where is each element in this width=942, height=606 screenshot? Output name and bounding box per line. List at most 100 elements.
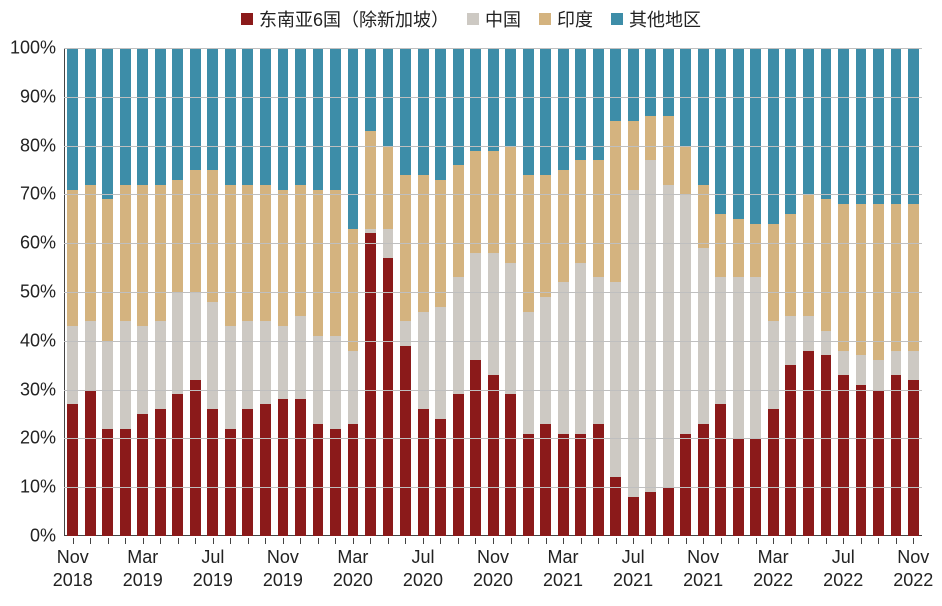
x-minor-tick [686,538,687,544]
segment-other [645,48,656,116]
segment-other [295,48,306,185]
legend-swatch-china [467,13,479,25]
segment-sea6 [470,360,481,536]
x-minor-tick [353,538,354,544]
segment-china [575,263,586,434]
x-minor-tick [458,538,459,544]
segment-india [540,175,551,297]
legend-label-sea6: 东南亚6国（除新加坡） [259,6,449,32]
segment-other [750,48,761,224]
segment-china [453,277,464,394]
segment-china [856,355,867,384]
y-tick-label: 60% [6,233,56,254]
gridline [64,97,922,98]
x-minor-tick [546,538,547,544]
legend-item-china: 中国 [467,6,521,32]
segment-sea6 [698,424,709,536]
segment-india [488,151,499,253]
x-minor-tick [773,538,774,544]
segment-india [67,190,78,327]
segment-sea6 [418,409,429,536]
x-minor-tick [913,538,914,544]
segment-sea6 [785,365,796,536]
segment-other [768,48,779,224]
legend-swatch-india [539,13,551,25]
segment-sea6 [67,404,78,536]
x-minor-tick [300,538,301,544]
segment-sea6 [435,419,446,536]
segment-india [821,199,832,331]
segment-other [418,48,429,175]
segment-sea6 [120,429,131,536]
segment-sea6 [645,492,656,536]
segment-china [680,194,691,433]
legend-label-other: 其他地区 [629,6,701,32]
segment-other [260,48,271,185]
x-minor-tick [756,538,757,544]
segment-india [558,170,569,282]
segment-china [593,277,604,423]
segment-other [540,48,551,175]
segment-sea6 [172,394,183,536]
x-minor-tick [230,538,231,544]
segment-sea6 [488,375,499,536]
segment-other [155,48,166,185]
x-minor-tick [73,538,74,544]
segment-china [505,263,516,395]
gridline [64,292,922,293]
segment-china [67,326,78,404]
segment-china [137,326,148,414]
gridline [64,390,922,391]
segment-sea6 [663,487,674,536]
x-minor-tick [143,538,144,544]
x-tick-label: Mar2021 [543,546,583,593]
segment-india [891,204,902,350]
segment-sea6 [523,434,534,536]
segment-india [295,185,306,317]
segment-india [645,116,656,160]
segment-india [260,185,271,322]
segment-india [838,204,849,350]
segment-china [190,292,201,380]
segment-other [470,48,481,150]
y-tick-label: 30% [6,379,56,400]
segment-other [803,48,814,194]
segment-india [155,185,166,322]
segment-sea6 [242,409,253,536]
x-minor-tick [493,538,494,544]
x-minor-tick [878,538,879,544]
segment-china [540,297,551,424]
segment-china [120,321,131,428]
segment-india [715,214,726,277]
segment-sea6 [330,429,341,536]
segment-other [207,48,218,170]
x-minor-tick [651,538,652,544]
x-minor-tick [528,538,529,544]
segment-sea6 [453,394,464,536]
segment-sea6 [821,355,832,536]
x-minor-tick [90,538,91,544]
segment-india [505,146,516,263]
segment-other [821,48,832,199]
segment-sea6 [838,375,849,536]
segment-india [733,219,744,278]
segment-india [785,214,796,316]
x-tick-label: Mar2019 [123,546,163,593]
x-tick-label: Jul2022 [823,546,863,593]
x-tick-label: Jul2021 [613,546,653,593]
x-minor-tick [896,538,897,544]
segment-sea6 [558,434,569,536]
segment-other [137,48,148,185]
gridline [64,487,922,488]
segment-sea6 [190,380,201,536]
segment-china [470,253,481,360]
gridline [64,243,922,244]
segment-other [313,48,324,190]
x-minor-tick [843,538,844,544]
segment-china [418,312,429,410]
segment-india [470,151,481,253]
segment-china [523,312,534,434]
segment-india [102,199,113,341]
segment-china [85,321,96,389]
segment-china [488,253,499,375]
